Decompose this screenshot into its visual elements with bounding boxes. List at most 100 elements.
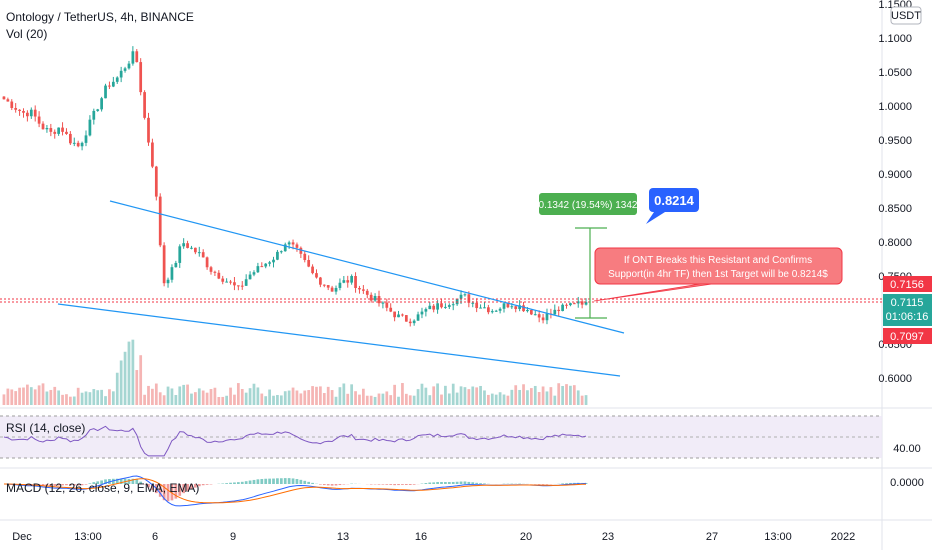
macd-histogram-bar xyxy=(455,481,459,484)
candle-body xyxy=(151,142,154,167)
volume-bar xyxy=(6,388,10,405)
volume-bar xyxy=(330,390,334,405)
candle-body xyxy=(33,109,37,117)
volume-bar xyxy=(244,392,248,405)
target-badge[interactable] xyxy=(649,188,699,212)
currency-button[interactable] xyxy=(890,6,922,25)
macd-histogram-bar xyxy=(104,479,107,484)
macd-pane xyxy=(3,475,588,507)
volume-bar xyxy=(369,395,373,405)
volume-bar xyxy=(283,391,287,405)
macd-histogram-bar xyxy=(342,484,346,485)
candle-body xyxy=(166,279,170,284)
note-callout[interactable] xyxy=(594,247,843,285)
macd-histogram-bar xyxy=(194,484,197,488)
symbol-title[interactable]: Ontology / TetherUS, 4h, BINANCE xyxy=(6,10,194,24)
volume-bar xyxy=(315,386,318,405)
note-line-1: If ONT Breaks this Resistant and Confirm… xyxy=(624,255,812,266)
candle-body xyxy=(240,285,244,287)
macd-histogram-bar xyxy=(100,480,103,484)
macd-histogram-bar xyxy=(412,484,416,485)
volume-bar xyxy=(514,385,518,405)
macd-histogram-bar xyxy=(236,482,240,484)
volume-bar xyxy=(252,383,256,405)
volume-label[interactable]: Vol (20) xyxy=(6,27,47,41)
macd-histogram-bar xyxy=(225,483,229,484)
candle-body xyxy=(170,267,174,280)
candle-body xyxy=(233,282,236,286)
candle-body xyxy=(373,296,377,301)
volume-bar xyxy=(57,390,61,405)
time-axis-ticks: Dec 13:00 6 9 13 16 20 23 27 13:00 2022 xyxy=(12,531,855,543)
volume-bar xyxy=(104,396,107,405)
candle-body xyxy=(127,63,131,69)
volume-bar xyxy=(467,389,471,405)
macd-histogram-bar xyxy=(295,479,299,484)
candle-body xyxy=(447,305,451,307)
macd-histogram-bar xyxy=(440,481,443,484)
candle-body xyxy=(436,303,439,310)
macd-histogram-bar xyxy=(201,484,205,486)
candle-body xyxy=(424,309,428,312)
macd-histogram-bar xyxy=(139,481,143,484)
volume-bar xyxy=(236,383,240,405)
candle-body xyxy=(158,196,162,246)
support-price-badge xyxy=(883,328,932,344)
candle-body xyxy=(334,287,338,292)
time-tick-label: 9 xyxy=(230,531,236,543)
volume-bar xyxy=(131,339,135,405)
macd-histogram-bar xyxy=(115,478,119,484)
volume-bar xyxy=(494,394,498,405)
price-tick-label: 0.6000 xyxy=(878,373,912,385)
candle-body xyxy=(213,271,217,273)
candle-body xyxy=(217,272,221,279)
candle-body xyxy=(76,142,80,147)
volume-bar xyxy=(537,392,541,405)
time-tick-label: 13:00 xyxy=(74,531,102,543)
rsi-label[interactable]: RSI (14, close) xyxy=(6,421,85,435)
candle-body xyxy=(412,320,416,324)
candle-body xyxy=(455,298,459,305)
candles[interactable] xyxy=(2,46,588,327)
macd-histogram-bar xyxy=(61,484,64,486)
candle-body xyxy=(432,305,436,310)
volume-bar xyxy=(287,390,291,405)
macd-histogram-bar xyxy=(68,484,72,486)
volume-bar xyxy=(584,395,588,405)
lower-trendline[interactable] xyxy=(57,303,621,377)
volume-bar xyxy=(342,383,346,405)
price-tick-label: 0.8500 xyxy=(878,203,912,215)
volume-bar xyxy=(483,390,486,405)
volume-bar xyxy=(233,394,236,405)
candle-body xyxy=(365,290,369,295)
candle-body xyxy=(487,307,490,313)
volume-bar xyxy=(53,386,57,405)
volume-bar xyxy=(18,387,21,405)
note-line-2: Support(in 4hr TF) then 1st Target will … xyxy=(608,269,828,280)
volume-bar xyxy=(217,396,221,405)
measure-badge[interactable] xyxy=(539,193,637,215)
volume-bar xyxy=(61,394,64,405)
macd-label[interactable]: MACD (12, 26, close, 9, EMA, EMA) xyxy=(6,481,199,495)
volume-bar xyxy=(96,390,100,405)
macd-histogram-bar xyxy=(256,479,260,484)
candle-body xyxy=(115,77,119,82)
candle-body xyxy=(518,305,522,310)
candle-body xyxy=(162,245,166,284)
macd-histogram-bar xyxy=(135,479,139,484)
volume-bar xyxy=(541,386,545,405)
candle-body xyxy=(197,252,201,254)
candle-body xyxy=(330,287,334,292)
candle-body xyxy=(506,303,510,308)
volume-bar xyxy=(10,389,14,405)
candle-body xyxy=(381,302,385,304)
candle-body xyxy=(6,99,10,102)
candle-body xyxy=(526,309,529,312)
countdown-text: 01:06:16 xyxy=(886,311,929,323)
candle-body xyxy=(174,262,178,268)
candle-body xyxy=(319,277,322,285)
macd-histogram-bar xyxy=(248,480,252,484)
macd-histogram-bar xyxy=(57,484,61,486)
upper-trendline[interactable] xyxy=(109,200,625,334)
